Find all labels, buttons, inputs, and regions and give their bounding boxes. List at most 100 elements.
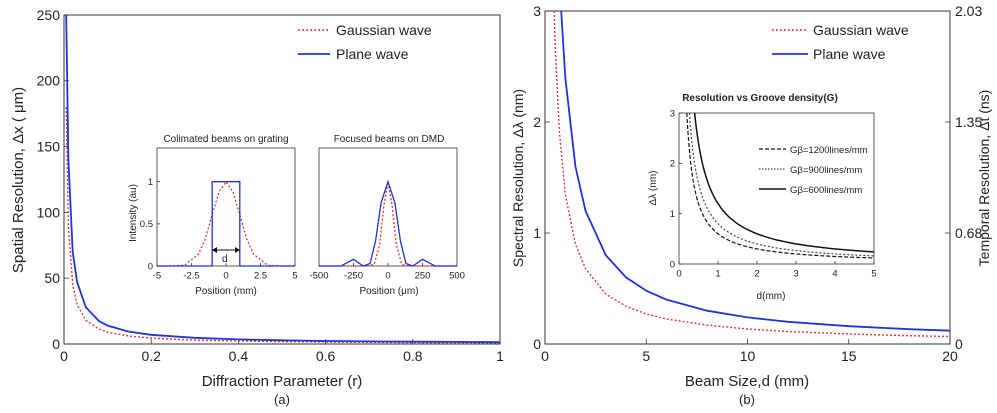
inset-collimated-beams: Colimated beams on grating -5 -2.5 0 2.5 5 0 0… (128, 134, 298, 297)
d-arrow-left-head (212, 247, 217, 253)
inset-focused-xtick-label: 500 (449, 271, 465, 282)
inset-collimated-frame (156, 147, 296, 267)
inset-collimated-xtick-label: -5 (153, 271, 161, 282)
inset-collimated-series (157, 180, 295, 267)
inset-focused-x-label: Position (μm) (359, 286, 418, 297)
groove-legend-900-label: Gβ=900lines/mm (790, 165, 862, 176)
inset-collimated-plane-line (157, 181, 295, 267)
inset-collimated-y-label: Intensity (au) (128, 184, 139, 242)
panel-a-ytick-label: 0 (52, 336, 60, 352)
inset-focused-series (319, 179, 457, 267)
inset-collimated-ytick-label: 1 (148, 177, 153, 188)
panel-a-y-axis-label: Spatial Resolution, Δx ( μm) (10, 87, 27, 273)
panel-b-right-ytick-label: 2.03 (955, 3, 982, 19)
inset-focused-frame (318, 147, 458, 267)
panel-b-xtick-label: 10 (740, 348, 756, 364)
panel-a-plane-line (65, 14, 501, 344)
groove-legend-600-label: Gβ=600lines/mm (790, 185, 862, 196)
panel-b-x-axis-label: Beam Size,d (mm) (685, 373, 809, 390)
inset-collimated-title: Colimated beams on grating (163, 134, 288, 145)
panel-a-xtick-label: 1 (496, 348, 504, 364)
inset-groove-xtick-label: 1 (715, 269, 720, 280)
panel-b-legend: Gaussian wave Plane wave (772, 22, 909, 62)
panel-a-ytick-label: 50 (44, 270, 60, 286)
panel-a-x-axis-label: Diffraction Parameter (r) (202, 373, 363, 390)
inset-focused-beams: Focused beams on DMD -500 -250 0 250 500 Pos… (309, 134, 464, 297)
inset-groove-ytick-label: 3 (670, 108, 675, 119)
panel-a-ytick-label: 250 (37, 7, 61, 23)
inset-collimated-xtick-label: 2.5 (254, 271, 267, 282)
inset-focused-xtick-label: -250 (344, 271, 363, 282)
inset-focused-xtick-label: 250 (415, 271, 431, 282)
legend-plane-label: Plane wave (336, 46, 409, 62)
inset-groove-title: Resolution vs Groove density(G) (682, 93, 838, 104)
panel-a-label: (a) (274, 392, 290, 407)
inset-groove-ytick-label: 0 (670, 259, 675, 270)
inset-groove-series (686, 112, 875, 259)
panel-a-xtick-label: 0.4 (229, 348, 249, 364)
panel-b-plane-line (560, 10, 951, 332)
panel-a-ytick-label: 100 (37, 204, 61, 220)
panel-b-ytick-label: 0 (533, 336, 541, 352)
groove-legend-1200-label: Gβ=1200lines/mm (790, 145, 868, 156)
panel-a-ytick-label: 200 (37, 73, 61, 89)
inset-groove-x-label: d(mm) (757, 291, 786, 302)
inset-focused-gaussian-line (319, 181, 457, 267)
inset-collimated-ytick-label: 0 (148, 261, 153, 272)
panel-b-series (553, 10, 951, 338)
inset-groove-ytick-label: 2 (670, 159, 675, 170)
legend-gaussian-label: Gaussian wave (336, 22, 432, 38)
panel-b-y-axis-label: Spectral Resolution, Δλ (nm) (510, 89, 526, 267)
panel-b-gaussian-line (553, 10, 951, 338)
inset-d-annotation: d (212, 247, 240, 265)
d-arrow-right-head (235, 247, 240, 253)
panel-b-ytick-label: 1 (533, 225, 541, 241)
panel-b-label: (b) (739, 392, 755, 407)
panel-b-y2-axis-label: Temporal Resolution, Δt (ns) (976, 90, 992, 267)
panel-b-right-ytick-label: 0.68 (955, 225, 982, 241)
inset-collimated-ytick-label: 0.5 (140, 219, 153, 230)
panel-a-legend: Gaussian wave Plane wave (298, 22, 432, 62)
inset-collimated-x-label: Position (mm) (195, 286, 257, 297)
inset-groove-y-label: Δλ (nm) (648, 170, 659, 205)
panel-b-right-ytick-label: 0 (955, 336, 963, 352)
inset-groove-series-1-line (688, 112, 875, 257)
inset-groove-ticks: 0 1 2 3 4 5 0 1 2 3 (670, 108, 877, 279)
inset-collimated-xtick-label: -2.5 (183, 271, 199, 282)
inset-focused-xtick-label: -500 (309, 271, 328, 282)
legend-b-gaussian-label: Gaussian wave (813, 22, 909, 38)
inset-focused-title: Focused beams on DMD (334, 134, 445, 145)
legend-b-plane-label: Plane wave (813, 46, 886, 62)
inset-groove-legend: Gβ=1200lines/mm Gβ=900lines/mm Gβ=600lin… (759, 145, 868, 196)
inset-groove-density: Resolution vs Groove density(G) 0 1 2 3 4 5 0 1… (648, 93, 877, 302)
panel-a-xtick-label: 0.2 (141, 348, 161, 364)
inset-focused-xtick-label: 0 (385, 271, 390, 282)
inset-groove-xtick-label: 4 (832, 269, 837, 280)
panel-b-ytick-label: 2 (533, 114, 541, 130)
panel-a-xtick-label: 0.6 (316, 348, 336, 364)
panel-b-ytick-label: 3 (533, 3, 541, 19)
panel-a-series (65, 14, 501, 344)
panel-b-xtick-label: 5 (642, 348, 650, 364)
panel-b-xtick-label: 15 (841, 348, 857, 364)
inset-groove-series-2-line (693, 112, 875, 253)
panel-a-xtick-label: 0 (60, 348, 68, 364)
panel-b-xtick-label: 0 (541, 348, 549, 364)
panel-b-xtick-label: 20 (942, 348, 958, 364)
panel-b-right-ytick-label: 1.35 (955, 114, 982, 130)
inset-collimated-gaussian-line (157, 180, 295, 267)
inset-groove-xtick-label: 0 (676, 269, 681, 280)
inset-focused-plane-line (319, 179, 457, 267)
inset-collimated-xtick-label: 5 (292, 271, 297, 282)
inset-groove-xtick-label: 2 (754, 269, 759, 280)
panel-a-ytick-label: 150 (37, 139, 61, 155)
panel-a-xtick-label: 0.8 (403, 348, 423, 364)
inset-collimated-xtick-label: 0 (223, 271, 228, 282)
inset-groove-xtick-label: 5 (871, 269, 876, 280)
d-annotation-label: d (222, 254, 228, 265)
inset-groove-ytick-label: 1 (670, 209, 675, 220)
